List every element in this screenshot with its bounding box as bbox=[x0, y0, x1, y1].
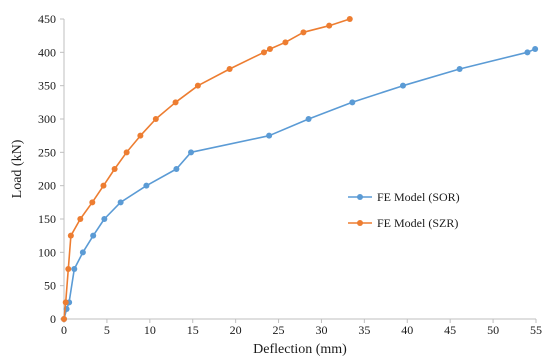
data-point-szr bbox=[100, 182, 107, 189]
data-point-szr bbox=[67, 232, 74, 239]
y-tick-label: 300 bbox=[38, 112, 56, 126]
y-axis-ticks: 0 50 100 150 200 250 300 350 400 450 bbox=[38, 12, 64, 326]
x-tick-label: 35 bbox=[358, 323, 370, 337]
data-point-sor bbox=[532, 46, 539, 52]
x-tick-label: 5 bbox=[104, 323, 110, 337]
x-tick-label: 30 bbox=[315, 323, 327, 337]
data-point-szr bbox=[111, 166, 118, 172]
data-point-sor bbox=[456, 66, 463, 72]
x-tick-label: 45 bbox=[444, 323, 456, 337]
data-point-szr bbox=[65, 266, 72, 272]
data-point-szr bbox=[172, 99, 179, 106]
data-point-szr bbox=[300, 29, 307, 36]
data-point-sor bbox=[101, 216, 108, 222]
y-tick-label: 450 bbox=[38, 12, 56, 26]
data-point-szr bbox=[77, 216, 84, 222]
data-point-szr bbox=[123, 149, 130, 156]
data-point-szr bbox=[89, 199, 96, 206]
data-point-sor bbox=[117, 199, 124, 206]
x-tick-label: 10 bbox=[144, 323, 156, 337]
series-line-szr bbox=[63, 18, 351, 320]
data-point-szr bbox=[346, 16, 353, 22]
data-point-sor bbox=[188, 149, 195, 156]
legend: FE Model (SOR) FE Model (SZR) bbox=[348, 190, 460, 230]
x-tick-label: 55 bbox=[530, 323, 542, 337]
y-tick-label: 250 bbox=[38, 145, 56, 159]
data-point-sor bbox=[173, 166, 180, 172]
x-axis-ticks: 0 5 10 15 20 25 30 35 40 45 50 55 bbox=[61, 319, 542, 337]
data-point-szr bbox=[61, 316, 67, 322]
data-point-szr bbox=[137, 132, 144, 139]
data-point-sor bbox=[524, 49, 531, 56]
y-tick-label: 50 bbox=[44, 279, 56, 293]
x-tick-label: 50 bbox=[487, 323, 499, 337]
data-point-sor bbox=[79, 249, 86, 256]
data-point-sor bbox=[305, 116, 312, 122]
legend-swatch-marker-szr bbox=[357, 220, 363, 226]
data-point-szr bbox=[152, 116, 159, 122]
data-point-szr bbox=[266, 46, 273, 52]
data-point-szr bbox=[326, 22, 333, 29]
x-tick-label: 20 bbox=[230, 323, 242, 337]
data-point-szr bbox=[62, 299, 69, 306]
y-tick-label: 200 bbox=[38, 179, 56, 193]
legend-swatch-marker-sor bbox=[357, 194, 363, 200]
x-tick-label: 0 bbox=[61, 323, 67, 337]
axes bbox=[63, 19, 536, 320]
data-point-sor bbox=[266, 132, 273, 139]
data-point-sor bbox=[71, 266, 78, 272]
data-point-sor bbox=[349, 99, 356, 106]
x-tick-label: 25 bbox=[273, 323, 285, 337]
data-point-szr bbox=[226, 66, 233, 72]
x-tick-label: 40 bbox=[401, 323, 413, 337]
data-point-szr bbox=[260, 49, 267, 56]
x-axis-title: Deflection (mm) bbox=[253, 342, 347, 357]
legend-label-sor: FE Model (SOR) bbox=[377, 190, 460, 204]
y-tick-label: 350 bbox=[38, 79, 56, 93]
data-point-sor bbox=[143, 182, 150, 189]
y-axis-title: Load (kN) bbox=[10, 139, 25, 198]
data-point-sor bbox=[90, 232, 97, 239]
data-point-szr bbox=[282, 39, 289, 46]
y-tick-label: 0 bbox=[50, 312, 56, 326]
y-tick-label: 150 bbox=[38, 212, 56, 226]
x-tick-label: 15 bbox=[187, 323, 199, 337]
y-tick-label: 100 bbox=[38, 245, 56, 259]
series-line-sor bbox=[63, 48, 536, 320]
data-point-szr bbox=[194, 82, 201, 89]
legend-label-szr: FE Model (SZR) bbox=[377, 216, 458, 230]
data-point-sor bbox=[399, 82, 406, 89]
y-tick-label: 400 bbox=[38, 45, 56, 59]
series-layer bbox=[61, 16, 539, 322]
